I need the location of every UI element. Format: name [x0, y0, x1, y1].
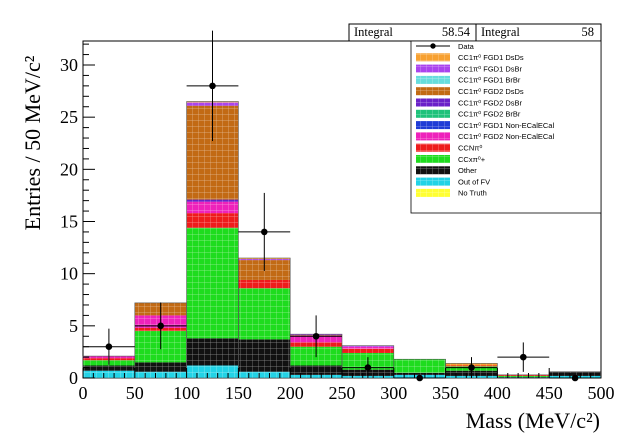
legend-label: CCNπ⁰	[458, 144, 482, 153]
bar-segment-texture	[497, 375, 550, 377]
legend-label: CC1π⁰ FGD1 BrBr	[458, 76, 521, 85]
bar-segment-texture	[238, 288, 291, 340]
data-point	[520, 353, 527, 361]
legend-swatch-texture	[416, 53, 450, 62]
legend-swatch-texture	[416, 98, 450, 107]
legend-swatch-texture	[416, 87, 450, 96]
legend-swatch-texture	[416, 132, 450, 141]
y-tick-label: 10	[60, 264, 78, 284]
legend-marker-data	[430, 43, 436, 49]
bar-segment-texture	[393, 359, 446, 373]
bar-segment-texture	[186, 365, 239, 378]
legend-swatch-texture	[416, 121, 450, 130]
x-tick-label: 150	[225, 383, 252, 403]
data-point	[364, 364, 372, 371]
legend-label: CC1π⁰ FGD1 DsDs	[458, 53, 524, 62]
y-tick-label: 30	[60, 55, 78, 75]
x-tick-label: 500	[588, 383, 615, 403]
legend-swatch-texture	[416, 143, 450, 152]
axes: 0 50 100 150 200 250 300 350 400 450 500 0 5 10 15 20 25…	[60, 43, 615, 403]
stat-box-2: Integral 58	[475, 23, 602, 42]
bar-segment-texture	[186, 338, 239, 366]
legend-label: No Truth	[458, 189, 487, 198]
data-point	[261, 228, 268, 236]
legend-swatch-texture	[416, 166, 450, 175]
y-tick-label: 20	[60, 159, 78, 179]
bar-segment-texture	[342, 348, 394, 353]
legend-label: CC1π⁰ FGD2 BrBr	[458, 110, 521, 119]
x-axis-title: Mass (MeV/c²)	[466, 408, 600, 433]
data-point	[416, 374, 424, 382]
bar-segment-texture	[186, 199, 239, 202]
x-tick-label: 450	[536, 383, 563, 403]
stat-box-1-label: Integral	[354, 25, 393, 39]
legend-label: CCxπ⁰+	[458, 155, 486, 164]
bar-segment-texture	[342, 345, 394, 347]
stat-box-2-value: 58	[582, 25, 595, 39]
y-tick-label: 0	[69, 368, 78, 388]
data-point	[312, 332, 320, 340]
bar-segment-texture	[186, 201, 239, 214]
data-points	[83, 30, 601, 382]
bar-segment-texture	[497, 374, 550, 376]
legend-label: CC1π⁰ FGD1 Non-ECalECal	[458, 121, 554, 130]
bar-segment-texture	[497, 376, 550, 378]
legend: Data CC1π⁰ FGD1 DsDs CC1π⁰ FGD1 DsBr CC1π⁰ …	[410, 40, 602, 214]
x-tick-label: 100	[173, 383, 200, 403]
x-tick-label: 400	[484, 383, 511, 403]
legend-swatch-texture	[416, 109, 450, 118]
legend-label: Data	[458, 42, 475, 51]
bar-segment-texture	[549, 371, 601, 376]
x-tick-label: 200	[277, 383, 304, 403]
stat-box-1: Integral 58.54	[348, 23, 477, 42]
bar-segment-texture	[186, 227, 239, 339]
stat-box-1-value: 58.54	[442, 25, 471, 39]
legend-swatch-texture	[416, 177, 450, 186]
stat-box-2-label: Integral	[481, 25, 520, 39]
bar-segment-texture	[186, 213, 239, 228]
data-point	[468, 364, 475, 371]
bar-segment-texture	[290, 374, 342, 378]
data-point	[209, 82, 216, 90]
bar-segment-texture	[238, 279, 291, 289]
legend-label: CC1π⁰ FGD2 DsBr	[458, 98, 523, 107]
bar-segment-texture	[134, 371, 187, 378]
x-tick-label: 350	[432, 383, 459, 403]
bar-segment-texture	[238, 371, 291, 378]
data-point	[571, 374, 579, 382]
x-tick-label: 300	[380, 383, 407, 403]
bar-segment-texture	[238, 339, 291, 372]
x-tick-label: 0	[79, 383, 88, 403]
y-tick-label: 5	[69, 316, 78, 336]
legend-label: Other	[458, 166, 477, 175]
bar-segment-texture	[83, 365, 135, 371]
x-tick-label: 50	[126, 383, 144, 403]
y-axis-title: Entries / 50 MeV/c²	[20, 55, 45, 230]
bar-segment-texture	[134, 362, 187, 372]
data-point	[157, 322, 164, 330]
x-tick-label: 250	[329, 383, 356, 403]
legend-swatch-texture	[416, 188, 450, 197]
bar-segment-texture	[342, 346, 394, 349]
legend-label: CC1π⁰ FGD2 Non-ECalECal	[458, 132, 554, 141]
legend-swatch-texture	[416, 64, 450, 73]
data-point	[105, 343, 113, 350]
bar-segment-texture	[393, 372, 446, 375]
bar-segment-texture	[83, 370, 135, 378]
legend-swatch-texture	[416, 155, 450, 163]
legend-label: CC1π⁰ FGD2 DsDs	[458, 87, 524, 96]
y-tick-label: 25	[60, 107, 78, 127]
y-tick-label: 15	[60, 211, 78, 231]
bar-segment-texture	[290, 365, 342, 375]
legend-label: Out of FV	[458, 177, 490, 186]
legend-swatch-texture	[416, 75, 450, 84]
legend-label: CC1π⁰ FGD1 DsBr	[458, 64, 523, 73]
